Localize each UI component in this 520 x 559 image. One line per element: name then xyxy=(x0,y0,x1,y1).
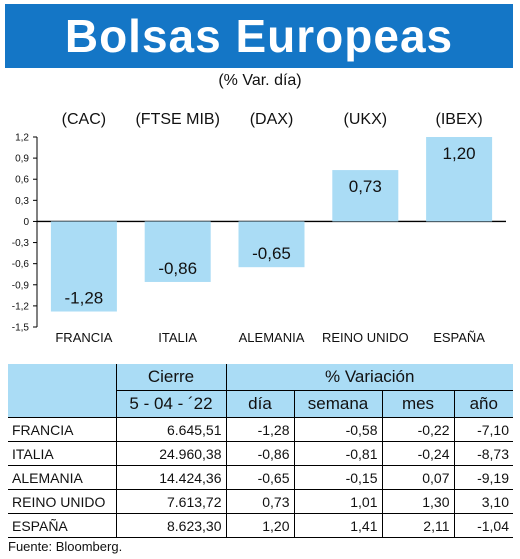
row-value-ano: -7,10 xyxy=(454,417,513,442)
row-value-mes: 2,11 xyxy=(382,513,455,538)
row-value-dia: -1,28 xyxy=(226,417,295,442)
row-value-mes: -0,22 xyxy=(382,417,455,442)
table-row: REINO UNIDO 7.613,72 0,73 1,01 1,30 3,10 xyxy=(8,489,513,514)
category-label: ALEMANIA xyxy=(239,330,305,345)
table-row: ESPAÑA 8.623,30 1,20 1,41 2,11 -1,04 xyxy=(8,513,513,538)
row-value-semana: -0,15 xyxy=(294,465,383,490)
row-value-ano: -1,04 xyxy=(454,513,513,538)
y-tick-label: 1,2 xyxy=(15,133,29,144)
row-value-semana: 1,41 xyxy=(294,513,383,538)
row-value-dia: -0,65 xyxy=(226,465,295,490)
table-sub-header: mes xyxy=(382,390,455,418)
row-value-cierre: 14.424,36 xyxy=(116,465,227,490)
y-tick-label: 0 xyxy=(23,217,29,228)
source-note: Fuente: Bloomberg. xyxy=(8,539,123,554)
table-header-blank xyxy=(8,390,117,418)
index-label: (DAX) xyxy=(250,111,294,128)
bar xyxy=(332,170,399,222)
row-value-mes: 1,30 xyxy=(382,489,455,514)
category-label: ESPAÑA xyxy=(433,330,485,345)
index-label: (IBEX) xyxy=(436,111,483,128)
y-tick-label: 0,6 xyxy=(15,175,29,186)
table-sub-header-row: 5 - 04 - ´22 día semana mes año xyxy=(8,390,513,418)
table-row: FRANCIA 6.645,51 -1,28 -0,58 -0,22 -7,10 xyxy=(8,417,513,442)
index-label: (UKX) xyxy=(344,111,388,128)
y-tick-label: -1,5 xyxy=(12,323,30,334)
table-header-cierre: Cierre xyxy=(116,364,227,391)
bar-value-label: -0,65 xyxy=(252,244,291,263)
bar-value-label: 1,20 xyxy=(443,144,476,163)
category-label: ITALIA xyxy=(158,330,197,345)
y-tick-label: -0,6 xyxy=(12,259,30,270)
table-row: ALEMANIA 14.424,36 -0,65 -0,15 0,07 -9,19 xyxy=(8,465,513,490)
index-label: (FTSE MIB) xyxy=(135,111,219,128)
row-value-ano: -9,19 xyxy=(454,465,513,490)
title-banner: Bolsas Europeas xyxy=(5,4,513,68)
row-value-semana: -0,58 xyxy=(294,417,383,442)
row-country: FRANCIA xyxy=(8,417,117,442)
table-header-variacion: % Variación xyxy=(226,364,513,391)
table-sub-header: día xyxy=(226,390,295,418)
market-table: Cierre% Variación 5 - 04 - ´22 día semana me… xyxy=(8,364,513,538)
row-value-dia: 0,73 xyxy=(226,489,295,514)
row-value-dia: -0,86 xyxy=(226,441,295,466)
row-country: ITALIA xyxy=(8,441,117,466)
bar xyxy=(238,221,305,268)
y-tick-label: -0,9 xyxy=(12,280,30,291)
y-tick-label: 0,9 xyxy=(15,154,29,165)
table-group-header-row: Cierre% Variación xyxy=(8,364,513,391)
category-label: FRANCIA xyxy=(55,330,112,345)
row-value-semana: -0,81 xyxy=(294,441,383,466)
table-sub-header: año xyxy=(454,390,513,418)
bar xyxy=(144,221,211,282)
bar-value-label: -0,86 xyxy=(158,259,197,278)
y-tick-label: -0,3 xyxy=(12,238,30,249)
table-sub-header: 5 - 04 - ´22 xyxy=(116,390,227,418)
row-value-ano: -8,73 xyxy=(454,441,513,466)
category-label: REINO UNIDO xyxy=(322,330,409,345)
row-value-cierre: 24.960,38 xyxy=(116,441,227,466)
row-value-cierre: 6.645,51 xyxy=(116,417,227,442)
table-sub-header: semana xyxy=(294,390,383,418)
y-tick-label: 0,3 xyxy=(15,196,29,207)
page-title: Bolsas Europeas xyxy=(64,10,454,62)
row-country: ESPAÑA xyxy=(8,513,117,538)
row-value-cierre: 8.623,30 xyxy=(116,513,227,538)
row-value-semana: 1,01 xyxy=(294,489,383,514)
table-header-blank xyxy=(8,364,117,391)
row-country: ALEMANIA xyxy=(8,465,117,490)
row-value-ano: 3,10 xyxy=(454,489,513,514)
y-tick-label: -1,2 xyxy=(12,301,30,312)
row-country: REINO UNIDO xyxy=(8,489,117,514)
bar-value-label: 0,73 xyxy=(349,177,382,196)
bar xyxy=(50,221,117,312)
chart-subtitle: (% Var. día) xyxy=(218,72,302,89)
row-value-mes: -0,24 xyxy=(382,441,455,466)
row-value-cierre: 7.613,72 xyxy=(116,489,227,514)
bar xyxy=(426,137,493,222)
table-row: ITALIA 24.960,38 -0,86 -0,81 -0,24 -8,73 xyxy=(8,441,513,466)
index-label: (CAC) xyxy=(62,111,106,128)
bar-chart: 1,2 0,9 0,6 0,3 0 -0,3 -0,6 -0,9 -1,2 -1,5 -1,28 (C… xyxy=(12,111,506,345)
row-value-mes: 0,07 xyxy=(382,465,455,490)
row-value-dia: 1,20 xyxy=(226,513,295,538)
bar-value-label: -1,28 xyxy=(65,289,104,308)
